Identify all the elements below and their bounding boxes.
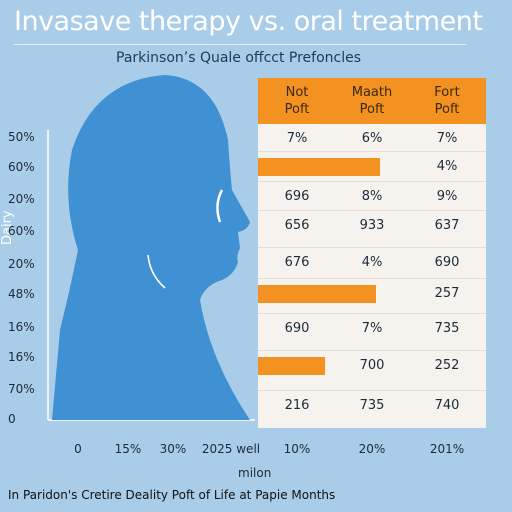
title-rule <box>14 44 466 45</box>
table-cell: 7% <box>436 131 458 146</box>
table-cell: 696 <box>284 189 310 204</box>
table-cell: 735 <box>359 398 385 413</box>
table-cell: 252 <box>434 358 460 373</box>
row-bar <box>258 285 376 303</box>
y-tick-label: 60% <box>8 160 35 174</box>
title: Invasave therapy vs. oral treatment <box>14 6 483 37</box>
row-divider <box>258 313 486 314</box>
x-tick-label: 201% <box>429 442 465 456</box>
y-tick-label: 0 <box>8 412 16 426</box>
table-cell: 690 <box>434 255 460 270</box>
table-cell: 637 <box>434 218 460 233</box>
row-divider <box>258 181 486 182</box>
table-cell: 4% <box>361 255 383 270</box>
header-text: Poft <box>434 102 460 117</box>
x-tick-label: 2025 well <box>201 442 261 456</box>
row-divider <box>258 210 486 211</box>
table-cell: 7% <box>361 321 383 336</box>
eye-line <box>216 189 224 223</box>
table-cell: 7% <box>286 131 308 146</box>
table-cell: 257 <box>434 286 460 301</box>
table-cell: 933 <box>359 218 385 233</box>
row-divider <box>258 390 486 391</box>
header-cell: Maath Poft <box>337 84 407 118</box>
header-cell: Not Poft <box>262 84 332 118</box>
footer: In Paridon's Cretire Deality Poft of Lif… <box>8 488 336 502</box>
row-bar <box>258 158 380 176</box>
header-text: Poft <box>284 102 310 117</box>
x-axis-label: milon <box>238 466 272 480</box>
subtitle: Parkinson’s Quale offcct Prefoncles <box>116 50 362 66</box>
header-cell: Fort Poft <box>412 84 482 118</box>
y-tick-label: 50% <box>8 130 35 144</box>
table-cell: 656 <box>284 218 310 233</box>
header-text: Fort <box>434 85 460 100</box>
table-cell: 740 <box>434 398 460 413</box>
table-cell: 676 <box>284 255 310 270</box>
head-silhouette <box>52 75 250 420</box>
y-tick-label: 20% <box>8 192 35 206</box>
table-cell: 6% <box>361 131 383 146</box>
y-tick-label: 16% <box>8 350 35 364</box>
x-tick-label: 20% <box>358 442 386 456</box>
table-cell: 8% <box>361 189 383 204</box>
x-tick-label: 10% <box>283 442 311 456</box>
y-tick-label: 60% <box>8 224 35 238</box>
header-text: Not <box>285 85 309 100</box>
header-text: Poft <box>359 102 385 117</box>
x-tick-label: 30% <box>159 442 187 456</box>
row-divider <box>258 350 486 351</box>
table-cell: 4% <box>436 159 458 174</box>
table-cell: 9% <box>436 189 458 204</box>
row-divider <box>258 278 486 279</box>
table-cell: 690 <box>284 321 310 336</box>
row-bar <box>258 357 325 375</box>
table-header <box>258 78 486 124</box>
table-cell: 700 <box>359 358 385 373</box>
row-divider <box>258 247 486 248</box>
y-tick-label: 70% <box>8 382 35 396</box>
y-tick-label: 48% <box>8 287 35 301</box>
table-cell: 735 <box>434 321 460 336</box>
ear-line <box>147 254 166 289</box>
row-divider <box>258 151 486 152</box>
table-cell: 216 <box>284 398 310 413</box>
x-tick-label: 15% <box>114 442 142 456</box>
x-tick-label: 0 <box>74 442 82 456</box>
y-tick-label: 20% <box>8 257 35 271</box>
header-text: Maath <box>351 85 393 100</box>
y-tick-label: 16% <box>8 320 35 334</box>
